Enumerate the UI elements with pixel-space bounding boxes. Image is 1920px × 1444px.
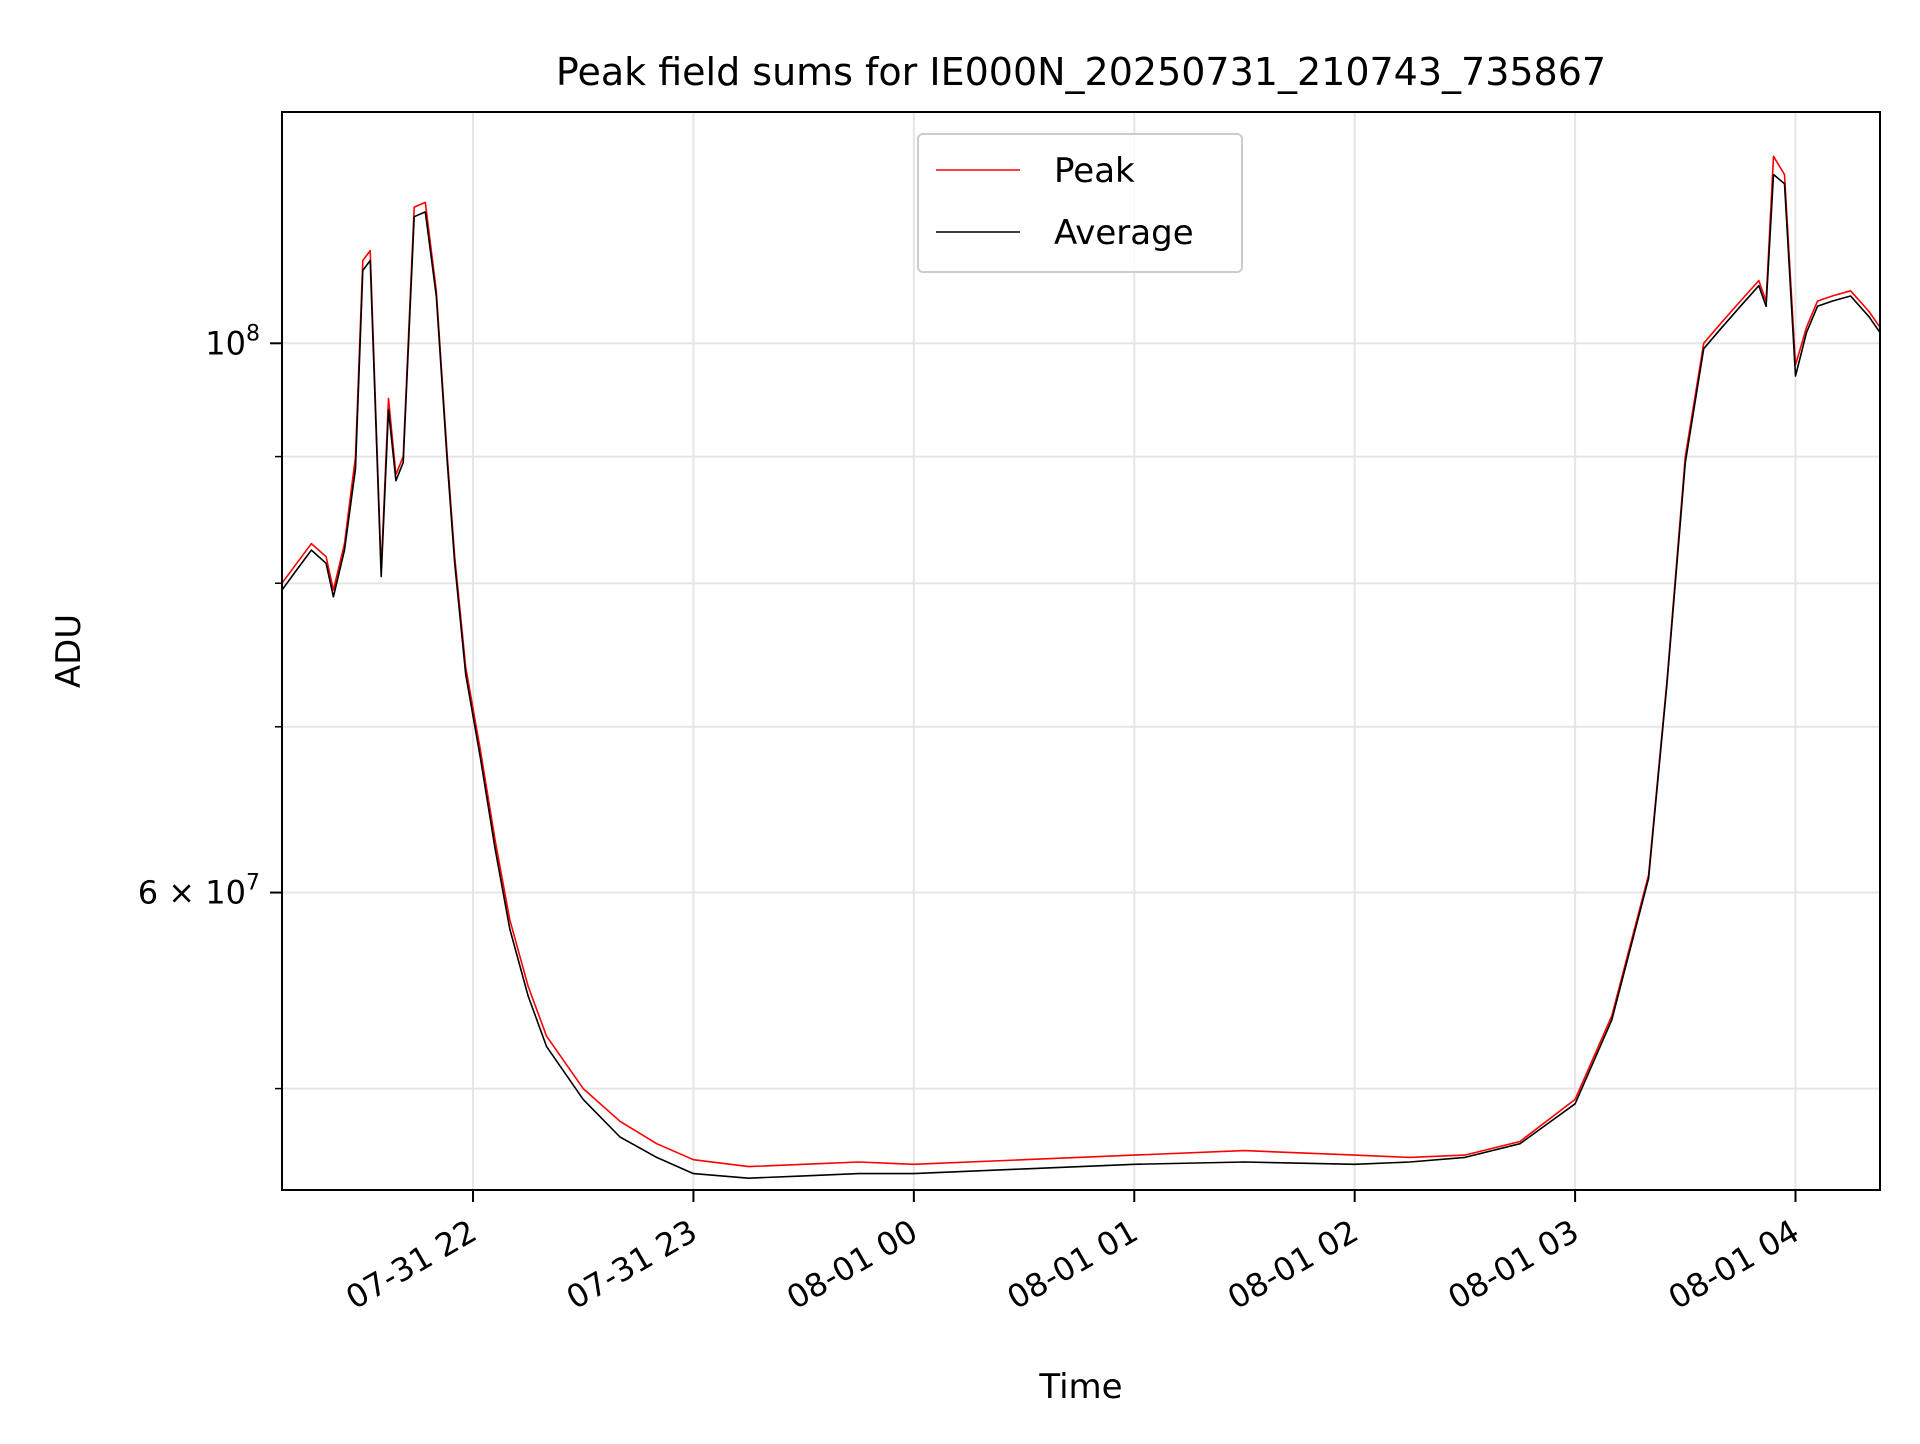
chart-title: Peak field sums for IE000N_20250731_2107…	[556, 50, 1606, 94]
plot-area-frame	[281, 111, 1881, 1191]
y-tick-label: 6 × 107	[138, 871, 260, 912]
y-tick-label: 108	[205, 321, 260, 362]
x-axis-label: Time	[1038, 1367, 1122, 1407]
y-axis-label: ADU	[49, 614, 89, 688]
y-tick-exponent: 7	[246, 871, 260, 896]
series-line-average	[281, 173, 1881, 1179]
grid-layer	[282, 112, 1880, 1190]
legend-box	[917, 133, 1243, 273]
legend-label-peak: Peak	[1054, 151, 1135, 191]
legend: Peak Average	[917, 133, 1243, 273]
y-tick-mantissa: 10	[205, 324, 246, 362]
legend-label-average: Average	[1054, 213, 1194, 253]
series-layer	[281, 155, 1881, 1179]
y-tick-mantissa: 6 × 10	[138, 874, 246, 912]
y-tick-exponent: 8	[246, 321, 260, 346]
